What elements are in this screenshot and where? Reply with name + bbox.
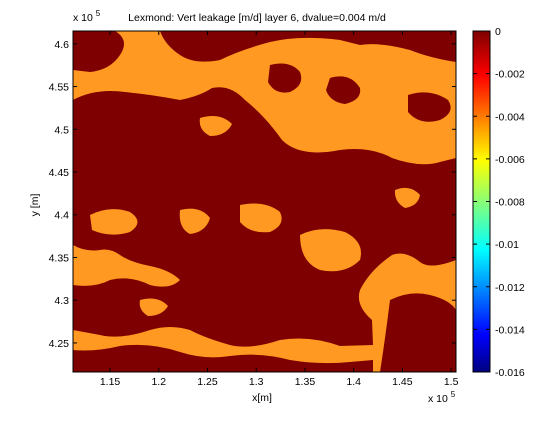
y-exponent-base: x 10 <box>73 12 93 24</box>
x-tick-label: 1.5 <box>444 376 459 388</box>
colorbar-tick-label: -0.004 <box>495 111 525 123</box>
y-exponent-power: 5 <box>96 9 101 18</box>
y-axis: 4.25 4.3 4.35 4.4 4.45 4.5 4.55 4.6 <box>49 39 456 350</box>
y-tick-label: 4.25 <box>49 338 70 350</box>
x-exponent-power: 5 <box>451 390 456 399</box>
colorbar-tick-label: -0.002 <box>495 69 525 81</box>
plot-frame <box>72 30 457 373</box>
colorbar-tick-label: -0.01 <box>495 239 519 251</box>
y-tick-label: 4.6 <box>54 39 69 51</box>
orange-regions <box>90 116 441 316</box>
x-exponent-label: x 10 5 <box>428 390 456 405</box>
y-tick-label: 4.45 <box>49 167 70 179</box>
x-tick-label: 1.35 <box>295 376 316 388</box>
x-tick-label: 1.25 <box>197 376 218 388</box>
plot-area <box>73 31 456 372</box>
x-axis-label: x[m] <box>252 392 272 404</box>
x-tick-label: 1.2 <box>151 376 166 388</box>
chart-title: Lexmond: Vert leakage [m/d] layer 6, dva… <box>128 12 386 24</box>
x-exponent-base: x 10 <box>428 393 448 405</box>
y-tick-label: 4.55 <box>49 82 70 94</box>
colorbar-axis: 0 -0.002 -0.004 -0.006 -0.008 -0.01 -0.012 -0.0… <box>473 26 525 379</box>
x-tick-label: 1.3 <box>249 376 264 388</box>
y-tick-label: 4.5 <box>54 124 69 136</box>
x-tick-label: 1.45 <box>392 376 413 388</box>
x-tick-label: 1.15 <box>100 376 121 388</box>
y-axis-label: y [m] <box>29 194 41 217</box>
colorbar-tick-label: -0.014 <box>495 324 525 336</box>
y-tick-label: 4.3 <box>54 295 69 307</box>
colorbar-tick-label: 0 <box>495 26 501 38</box>
colorbar-tick-label: -0.016 <box>495 367 525 379</box>
colorbar-tick-label: -0.006 <box>495 154 525 166</box>
colorbar-tick-label: -0.012 <box>495 282 525 294</box>
x-tick-label: 1.4 <box>346 376 361 388</box>
x-axis: 1.15 1.2 1.25 1.3 1.35 1.4 1.45 1.5 <box>100 31 459 388</box>
y-tick-label: 4.35 <box>49 252 70 264</box>
y-tick-label: 4.4 <box>54 210 69 222</box>
y-exponent-label: x 10 5 <box>73 9 101 24</box>
colorbar-tick-label: -0.008 <box>495 197 525 209</box>
